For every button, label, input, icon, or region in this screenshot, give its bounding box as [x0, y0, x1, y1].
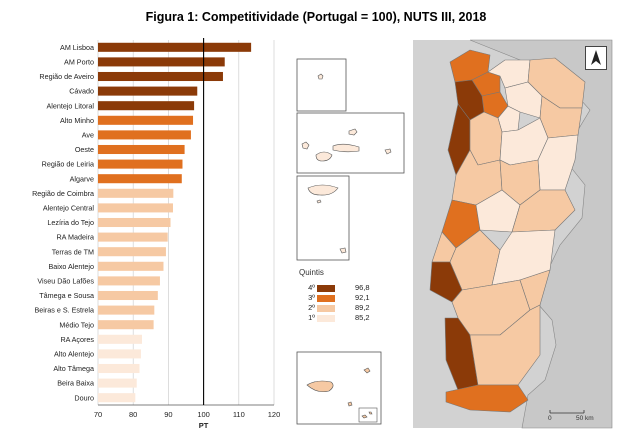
bar — [98, 203, 173, 213]
bar — [98, 276, 160, 286]
category-label: Tâmega e Sousa — [39, 291, 94, 300]
legend-swatch — [317, 314, 335, 322]
category-label: Médio Tejo — [59, 320, 94, 329]
bar — [98, 320, 154, 330]
x-tick-label: 70 — [94, 410, 102, 419]
bar — [98, 42, 252, 52]
bar — [98, 71, 223, 82]
legend-title: Quintis — [299, 268, 324, 277]
bar — [98, 247, 166, 257]
scale-start-label: 0 — [548, 415, 552, 422]
bar — [98, 144, 185, 155]
legend-swatch — [317, 284, 335, 292]
legend-item: 1º 85,2 — [299, 313, 370, 322]
category-label: RA Madeira — [56, 233, 94, 242]
x-tick-label: 120 — [268, 410, 281, 419]
category-label: Beira Baixa — [57, 379, 94, 388]
bar — [98, 334, 142, 344]
category-label: Terras de TM — [52, 247, 94, 256]
category-label: Cávado — [69, 87, 94, 96]
x-tick-label: 100 — [197, 410, 210, 419]
inset-box-corvo — [296, 58, 347, 112]
inset-box-azores-central — [296, 112, 405, 174]
bar — [98, 349, 141, 359]
bar — [98, 174, 182, 184]
category-label: Douro — [74, 393, 94, 402]
category-label: RA Açores — [60, 335, 94, 344]
x-tick-label: 80 — [129, 410, 137, 419]
legend-threshold-value: 85,2 — [355, 313, 370, 322]
bar — [98, 130, 191, 140]
madeira-islands — [306, 367, 378, 423]
category-label: Baixo Alentejo — [48, 262, 94, 271]
portugal-regions — [429, 49, 586, 413]
legend-quintile-label: 2º — [308, 303, 315, 312]
category-label: Região de Aveiro — [39, 72, 94, 81]
category-label: Algarve — [70, 174, 94, 183]
x-axis-label: PT — [199, 421, 209, 430]
bar — [98, 378, 137, 388]
legend-quintile-label: 4º — [308, 283, 315, 292]
category-label: Viseu Dão Lafões — [37, 277, 94, 286]
bar — [98, 188, 174, 198]
category-label: Beiras e S. Estrela — [34, 306, 94, 315]
category-label: Região de Leiria — [42, 160, 94, 169]
bar — [98, 305, 155, 315]
legend-quintile-label: 1º — [308, 313, 315, 322]
x-tick-label: 90 — [164, 410, 172, 419]
north-arrow-icon — [585, 46, 607, 70]
bar — [98, 363, 140, 374]
scale-end-label: 50 km — [576, 415, 594, 422]
category-label: AM Porto — [64, 58, 94, 67]
figure-title: Figura 1: Competitividade (Portugal = 10… — [145, 10, 487, 24]
category-label: AM Lisboa — [60, 43, 94, 52]
legend-threshold-value: 96,8 — [355, 283, 370, 292]
azores-islands — [301, 73, 392, 254]
legend-item: 2º 89,2 — [299, 303, 370, 312]
category-label: Alentejo Litoral — [46, 101, 94, 110]
bar — [98, 217, 171, 228]
legend-threshold-value: 92,1 — [355, 293, 370, 302]
legend-item: 3º 92,1 — [299, 293, 370, 302]
legend-swatch — [317, 304, 335, 312]
category-label: Lezíria do Tejo — [47, 218, 94, 227]
bar — [98, 232, 168, 242]
legend-swatch — [317, 294, 335, 302]
category-label: Alto Tâmega — [53, 364, 94, 373]
legend-threshold-value: 89,2 — [355, 303, 370, 312]
category-label: Oeste — [75, 145, 94, 154]
legend-quintile-label: 3º — [308, 293, 315, 302]
category-label: Alentejo Central — [43, 204, 95, 213]
bar — [98, 159, 183, 169]
bar — [98, 261, 164, 271]
category-label: Ave — [82, 131, 94, 140]
bar — [98, 86, 198, 96]
legend-item: 4º 96,8 — [299, 283, 370, 292]
bar — [98, 393, 136, 403]
category-label: Região de Coimbra — [32, 189, 94, 198]
category-label: Alto Alentejo — [54, 350, 94, 359]
scale-bar — [549, 410, 585, 414]
bar — [98, 290, 158, 301]
bar — [98, 57, 225, 67]
category-label: Alto Minho — [60, 116, 94, 125]
x-tick-label: 110 — [233, 410, 245, 419]
bar — [98, 115, 194, 125]
bar — [98, 101, 195, 111]
